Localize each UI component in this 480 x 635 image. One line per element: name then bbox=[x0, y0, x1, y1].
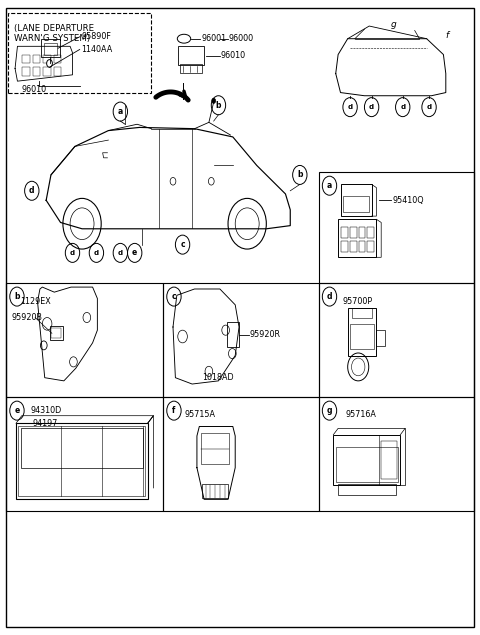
Bar bbox=[336, 448, 398, 482]
Text: 95716A: 95716A bbox=[345, 410, 376, 419]
Text: 96010: 96010 bbox=[221, 51, 246, 60]
Circle shape bbox=[47, 60, 52, 67]
Bar bbox=[350, 324, 374, 349]
Bar bbox=[43, 67, 51, 76]
Text: b: b bbox=[297, 170, 302, 180]
Text: 95920B: 95920B bbox=[11, 313, 42, 322]
Text: a: a bbox=[327, 181, 332, 190]
Text: d: d bbox=[29, 186, 35, 196]
Bar bbox=[333, 435, 400, 485]
Bar bbox=[367, 227, 374, 238]
Text: b: b bbox=[14, 292, 20, 301]
Text: 95700P: 95700P bbox=[343, 297, 373, 306]
Bar bbox=[367, 241, 374, 252]
Bar bbox=[54, 55, 61, 64]
Bar bbox=[43, 55, 51, 64]
Bar bbox=[44, 43, 57, 55]
Text: d: d bbox=[94, 250, 99, 256]
Bar bbox=[163, 397, 319, 511]
Text: 95410Q: 95410Q bbox=[392, 196, 424, 204]
Text: e: e bbox=[132, 248, 137, 257]
Text: d: d bbox=[400, 104, 405, 110]
Bar bbox=[352, 308, 372, 318]
Bar bbox=[202, 484, 228, 498]
Bar bbox=[16, 424, 148, 499]
Text: c: c bbox=[172, 292, 176, 301]
Bar bbox=[18, 427, 145, 496]
Text: 95715A: 95715A bbox=[185, 410, 216, 419]
Text: f: f bbox=[172, 406, 176, 415]
Bar bbox=[180, 64, 202, 73]
Text: 1129EX: 1129EX bbox=[20, 297, 50, 306]
Bar bbox=[201, 433, 229, 464]
Text: g: g bbox=[327, 406, 332, 415]
Bar bbox=[319, 283, 474, 397]
Text: 94197: 94197 bbox=[33, 419, 58, 428]
Text: 95920R: 95920R bbox=[250, 330, 281, 339]
Bar bbox=[359, 227, 365, 238]
Bar bbox=[21, 429, 143, 467]
Text: d: d bbox=[348, 104, 353, 110]
Bar bbox=[343, 196, 369, 211]
Bar bbox=[338, 219, 376, 257]
Text: d: d bbox=[118, 250, 123, 256]
Bar bbox=[350, 227, 357, 238]
Text: b: b bbox=[216, 101, 221, 110]
Text: d: d bbox=[427, 104, 432, 110]
Bar bbox=[338, 483, 396, 495]
Bar bbox=[54, 67, 61, 76]
Text: (LANE DEPARTURE: (LANE DEPARTURE bbox=[13, 23, 94, 32]
Bar bbox=[178, 46, 204, 65]
Text: 96000: 96000 bbox=[229, 34, 254, 43]
Bar bbox=[341, 227, 348, 238]
Bar bbox=[163, 283, 319, 397]
Text: 1140AA: 1140AA bbox=[81, 45, 112, 54]
Text: g: g bbox=[391, 20, 396, 29]
Bar bbox=[8, 13, 152, 93]
Text: f: f bbox=[446, 31, 449, 40]
Text: d: d bbox=[369, 104, 374, 110]
Text: 96010: 96010 bbox=[22, 85, 47, 94]
Text: e: e bbox=[14, 406, 20, 415]
Text: 95890F: 95890F bbox=[81, 32, 111, 41]
Text: d: d bbox=[327, 292, 332, 301]
Bar bbox=[51, 328, 61, 338]
Bar bbox=[41, 39, 60, 57]
Bar bbox=[33, 67, 40, 76]
Text: c: c bbox=[180, 240, 185, 249]
Bar bbox=[227, 322, 239, 347]
Text: WARN'G SYSTEM): WARN'G SYSTEM) bbox=[13, 34, 90, 43]
Bar bbox=[341, 241, 348, 252]
Bar bbox=[381, 441, 396, 479]
Bar bbox=[376, 330, 385, 346]
Bar bbox=[33, 55, 40, 64]
Bar bbox=[340, 184, 372, 216]
Bar bbox=[319, 172, 474, 283]
Bar bbox=[319, 397, 474, 511]
Text: 96001: 96001 bbox=[202, 34, 227, 43]
Circle shape bbox=[212, 98, 216, 104]
Text: 94310D: 94310D bbox=[30, 406, 61, 415]
Bar bbox=[6, 283, 163, 397]
Bar bbox=[22, 55, 30, 64]
Bar bbox=[350, 241, 357, 252]
Text: d: d bbox=[70, 250, 75, 256]
Bar bbox=[6, 397, 163, 511]
Bar bbox=[22, 67, 30, 76]
Text: a: a bbox=[118, 107, 123, 116]
Text: 1018AD: 1018AD bbox=[202, 373, 233, 382]
Bar bbox=[348, 308, 376, 356]
Bar bbox=[49, 326, 63, 340]
Bar bbox=[359, 241, 365, 252]
